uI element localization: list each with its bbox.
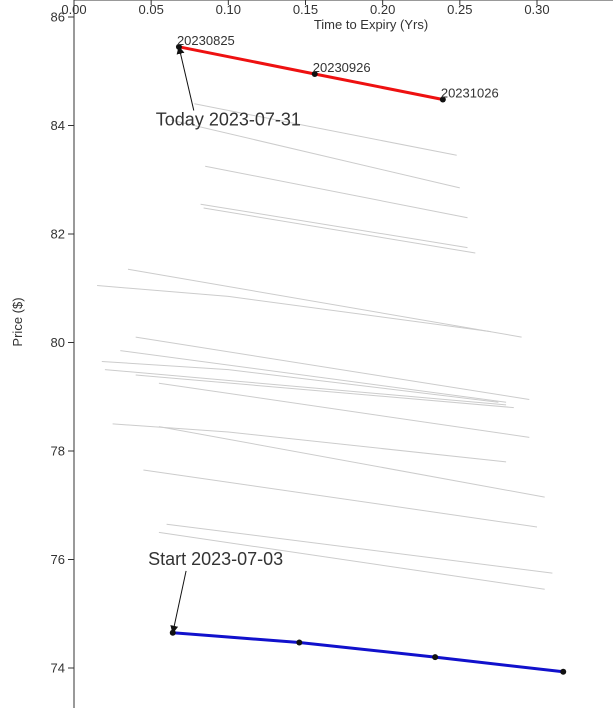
y-tick-label-1: 76: [51, 552, 65, 567]
highlight-series: 20230825 20230926 20231026: [169, 33, 567, 675]
start-curve-line: [172, 631, 564, 674]
y-tick-label-4: 82: [51, 227, 65, 242]
history-curve-11: [135, 374, 514, 409]
today-point-label-0: 20230825: [177, 33, 235, 48]
annotation-arrow-1: [170, 570, 187, 634]
axes: 0.00 0.05 0.10 0.15 0.20 0.25 0.30 74 76 78 80 82 84…: [51, 0, 613, 708]
today-point-2: [439, 96, 446, 103]
history-curve-13: [112, 423, 507, 463]
annotations: Today 2023-07-31 Start 2023-07-03: [148, 45, 301, 634]
x-tick-label-0: 0.00: [61, 2, 86, 17]
y-tick-label-6: 86: [51, 10, 65, 25]
today-point-1: [311, 70, 318, 77]
x-tick-label-2: 0.10: [216, 2, 241, 17]
history-curve-17: [158, 531, 545, 590]
annotation-label-1: Start 2023-07-03: [148, 549, 283, 569]
annotation-arrow-0: [176, 45, 195, 111]
history-curve-1: [171, 119, 460, 189]
x-tick-label-1: 0.05: [139, 2, 164, 17]
x-tick-label-5: 0.25: [447, 2, 472, 17]
history-curve-15: [143, 469, 538, 528]
history-curve-5: [127, 268, 522, 338]
history-curve-2: [205, 165, 468, 219]
history-curve-0: [194, 103, 457, 156]
history-curve-6: [97, 285, 491, 333]
y-tick-label-0: 74: [51, 661, 65, 676]
start-point-3: [560, 668, 567, 675]
history-curve-12: [158, 382, 530, 438]
history-curve-9: [101, 361, 499, 403]
x-tick-label-6: 0.30: [524, 2, 549, 17]
history-curve-10: [104, 369, 507, 406]
y-tick-label-5: 84: [51, 118, 65, 133]
history-curve-8: [120, 350, 507, 403]
start-point-2: [432, 654, 439, 661]
history-curve-14: [158, 426, 545, 498]
history-curve-4: [203, 207, 476, 254]
y-tick-label-3: 80: [51, 335, 65, 350]
history-curve-16: [166, 523, 553, 574]
y-tick-label-2: 78: [51, 444, 65, 459]
x-axis-title: Time to Expiry (Yrs): [314, 17, 428, 32]
history-curve-3: [200, 203, 468, 249]
today-point-label-1: 20230926: [313, 60, 371, 75]
start-point-1: [296, 639, 303, 646]
x-tick-label-4: 0.20: [370, 2, 395, 17]
history-curve-7: [135, 336, 530, 400]
today-curve-line: [178, 45, 444, 101]
x-tick-label-3: 0.15: [293, 2, 318, 17]
history-curves: [97, 103, 553, 590]
today-point-label-2: 20231026: [441, 85, 499, 100]
y-axis-title: Price ($): [10, 297, 25, 346]
annotation-label-0: Today 2023-07-31: [156, 110, 301, 130]
